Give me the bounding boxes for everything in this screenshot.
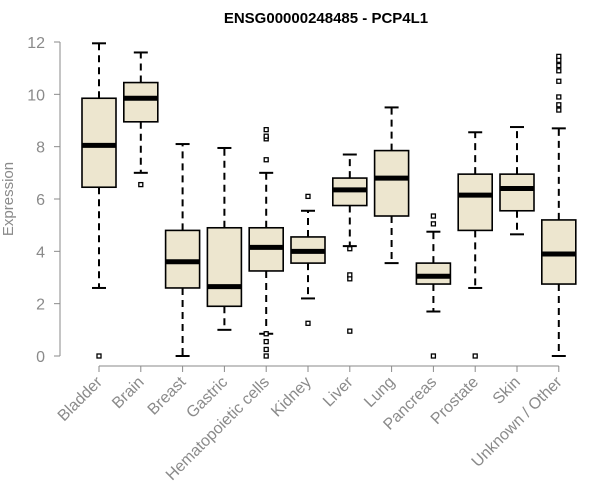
outlier-point [556,102,562,108]
outlier-point [263,331,269,337]
box-unknown-other [540,53,577,357]
iqr-box [499,173,535,212]
outlier-point [347,246,353,252]
outlier-point [263,338,269,345]
outlier-point [430,353,437,359]
box-bladder [81,42,117,359]
outlier-point [347,328,353,334]
iqr-box [206,226,243,308]
box-lung [373,106,410,265]
x-tick-label: Liver [320,373,357,410]
outlier-point [556,94,562,100]
box-kidney [290,193,326,326]
outlier-point [263,346,269,353]
iqr-box [123,81,159,123]
y-tick-label: 0 [36,349,45,366]
x-tick-label: Skin [490,374,524,408]
y-tick-label: 4 [36,244,45,261]
outlier-point [472,353,478,359]
y-tick-label: 8 [36,140,45,157]
box-prostate [457,131,494,359]
iqr-box [457,173,494,232]
iqr-box [373,149,410,217]
outlier-point [556,53,562,60]
x-tick-label: Lung [361,374,398,411]
y-tick-label: 6 [36,192,45,209]
box-gastric [206,146,243,331]
chart-title: ENSG00000248485 - PCP4L1 [224,10,428,27]
x-tick-label: Breast [145,373,190,418]
box-brain [123,51,159,188]
y-tick-label: 12 [27,35,45,52]
boxes [81,42,577,359]
iqr-box [164,229,201,289]
box-breast [164,143,201,357]
y-axis-label: Expression [0,162,17,236]
box-pancreas [415,213,452,359]
outlier-point [305,320,311,326]
iqr-box [81,97,117,189]
box-liver [331,153,368,334]
outlier-point [556,62,562,69]
outlier-point [138,181,144,188]
outlier-point [347,272,353,278]
x-tick-label: Kidney [268,374,315,421]
x-tick-label: Brain [109,374,147,412]
outlier-point [556,107,562,113]
outlier-point [556,78,562,84]
y-tick-label: 10 [27,87,45,104]
x-tick-label: Bladder [55,373,106,424]
box-hematopoietic-cells [248,127,284,359]
outlier-point [263,127,269,133]
box-skin [499,126,535,236]
outlier-point [430,221,437,227]
outlier-point [430,213,437,219]
outlier-point [263,353,269,359]
outlier-point [556,68,562,74]
outlier-point [263,157,269,163]
iqr-box [415,262,452,285]
outlier-point [263,133,269,139]
outlier-point [96,353,102,359]
outlier-point [305,193,311,200]
y-tick-label: 2 [36,297,45,314]
